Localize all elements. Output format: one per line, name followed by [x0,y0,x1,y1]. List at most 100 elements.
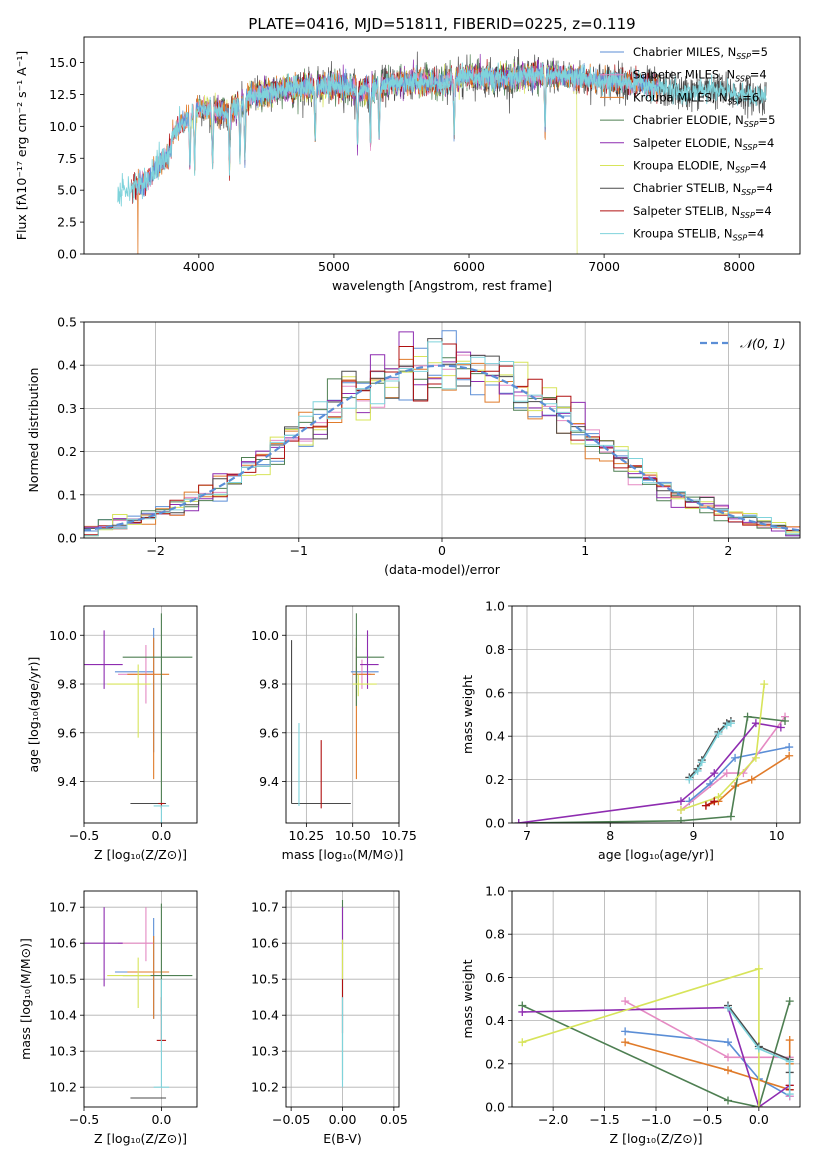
y-tick-label: 0.4 [485,729,505,744]
y-tick-label: 12.5 [49,87,77,102]
x-tick-label: 9 [689,828,697,843]
weight-marker-chabrier_miles [785,743,794,752]
weight-marker-chabrier_elodie [785,997,794,1006]
legend-text: Salpeter ELODIE, N [633,136,743,150]
x-axis-label: Z [log₁₀(Z/Z⊙)] [610,1131,703,1146]
legend-label-chabrier_stelib: Chabrier STELIB, NSSP=4 [633,181,773,197]
axes-age_vs_mass: 10.25 10.50 10.75 9.4 9.6 9.8 10.0 mass [log₁₀(… [251,605,417,862]
legend-subscript: SSP [728,97,743,106]
legend-label-chabrier_elodie: Chabrier ELODIE, NSSP=5 [633,113,775,129]
y-tick-label: 0.2 [485,1056,505,1071]
x-axis-label: mass [log₁₀(M/M⊙)] [282,847,404,862]
legend-text: Chabrier MILES, N [633,45,736,59]
legend-subscript: SSP [744,120,759,129]
weight-marker-chabrier_elodie [724,1096,732,1105]
x-axis-label: Z [log₁₀(Z/Z⊙)] [94,1131,187,1146]
axes-frame [83,36,801,255]
legend-subscript: SSP [740,211,755,220]
y-tick-label: 10.4 [251,1008,279,1023]
weight-marker-kroupa_miles [785,751,794,760]
weight-line-chabrier_elodie [521,1000,791,1107]
y-tick-label: 0.6 [485,970,505,985]
y-axis-label: mass [log₁₀(M/M⊙)] [18,938,33,1060]
normal-reference-curve [84,364,800,532]
y-tick-label: 0.4 [57,358,77,373]
x-tick-label: 0.05 [380,1112,408,1127]
y-tick-label: 10.7 [251,900,279,915]
legend-label-kroupa_miles: Kroupa MILES, NSSP=6 [633,90,759,106]
weight-marker-kroupa_stelib [785,1090,794,1099]
weight-marker-kroupa_miles [621,1038,630,1047]
weight-marker-kroupa_elodie [754,1103,763,1107]
x-tick-label: −0.5 [69,828,99,843]
y-tick-label: 0.8 [485,642,505,657]
y-tick-label: 0.2 [57,444,77,459]
plot-area-spectrum [117,48,767,254]
legend-label-normal: 𝒩(0, 1) [740,336,786,351]
legend-text: Chabrier STELIB, N [633,181,741,195]
weight-marker-kroupa_elodie [518,1038,527,1047]
y-tick-label: 10.6 [49,936,77,951]
x-tick-label: 0.0 [749,1112,769,1127]
weight-marker-kroupa_miles [785,1036,794,1045]
y-tick-label: 0.3 [57,401,77,416]
weight-marker-kroupa_elodie [751,753,760,762]
weight-marker-kroupa_elodie [754,964,763,973]
y-tick-label: 10.2 [251,1080,279,1095]
axes-residuals: 𝒩(0, 1) −2 −1 0 1 2 0.0 0.1 0.2 0.3 0.4 0.5 (data-mo… [26,315,801,577]
y-tick-label: 1.0 [485,599,505,614]
x-tick-label: 0 [438,543,446,558]
y-tick-label: 0.0 [485,816,505,831]
weight-line-kroupa_stelib [727,1007,791,1094]
legend-text: =4 [755,204,772,218]
weight-line-chabrier_miles [625,1030,791,1097]
axes-weight_vs_age: 7 8 9 10 0.0 0.2 0.4 0.6 0.8 1.0 age [log₁₀(age/yr… [460,599,801,862]
legend-label-salpeter_stelib: Salpeter STELIB, NSSP=4 [633,204,772,220]
x-tick-label: 7000 [588,259,620,274]
legend-text: =4 [747,227,764,241]
legend-text: =4 [750,159,767,173]
weight-line-kroupa_elodie [522,968,760,1107]
legend-label-kroupa_stelib: Kroupa STELIB, NSSP=4 [633,227,764,243]
weight-line-salpeter_miles [680,716,786,811]
legend-text: Kroupa ELODIE, N [633,159,735,173]
plot-area-mass_vs_Z [84,903,193,1099]
weight-marker-chabrier_elodie [726,812,735,821]
plot-area-age_vs_Z [84,613,193,823]
y-tick-label: 7.5 [57,151,77,166]
axes-mass_vs_ebv: −0.05 0.00 0.05 10.2 10.3 10.4 10.5 10.6 10.7 E(B… [251,890,408,1146]
weight-marker-salpeter_elodie [710,769,719,778]
y-tick-label: 10.2 [49,1080,77,1095]
weight-marker-kroupa_stelib [726,719,735,728]
legend-subscript: SSP [735,75,750,84]
legend-text: =4 [750,68,767,82]
legend-subscript: SSP [735,166,750,175]
x-tick-label: −1.0 [641,1112,671,1127]
weight-marker-salpeter_elodie [518,1007,527,1016]
x-tick-label: 5000 [318,259,350,274]
x-tick-label: −0.5 [692,1112,722,1127]
weight-marker-kroupa_stelib [714,730,723,739]
y-tick-label: 0.0 [57,247,77,262]
weight-marker-salpeter_stelib [701,801,710,810]
legend-subscript: SSP [736,52,751,61]
weight-marker-salpeter_miles [724,1053,732,1062]
x-tick-label: 2 [724,543,732,558]
legend-subscript: SSP [741,188,756,197]
weight-marker-chabrier_elodie [781,717,790,726]
weight-marker-kroupa_stelib [685,775,694,784]
y-tick-label: 0.6 [485,685,505,700]
weight-line-kroupa_elodie [680,684,765,811]
axes-frame [83,605,198,824]
legend-text: =4 [756,181,773,195]
y-tick-label: 10.3 [251,1044,279,1059]
y-tick-label: 9.6 [259,725,279,740]
x-tick-label: −2 [146,543,164,558]
x-axis-label: age [log₁₀(age/yr)] [598,847,714,862]
weight-marker-kroupa_stelib [697,758,706,767]
x-axis-label: E(B-V) [323,1131,362,1146]
weight-marker-kroupa_elodie [676,805,685,814]
legend-label-salpeter_miles: Salpeter MILES, NSSP=4 [633,68,767,84]
y-tick-label: 9.8 [259,677,279,692]
